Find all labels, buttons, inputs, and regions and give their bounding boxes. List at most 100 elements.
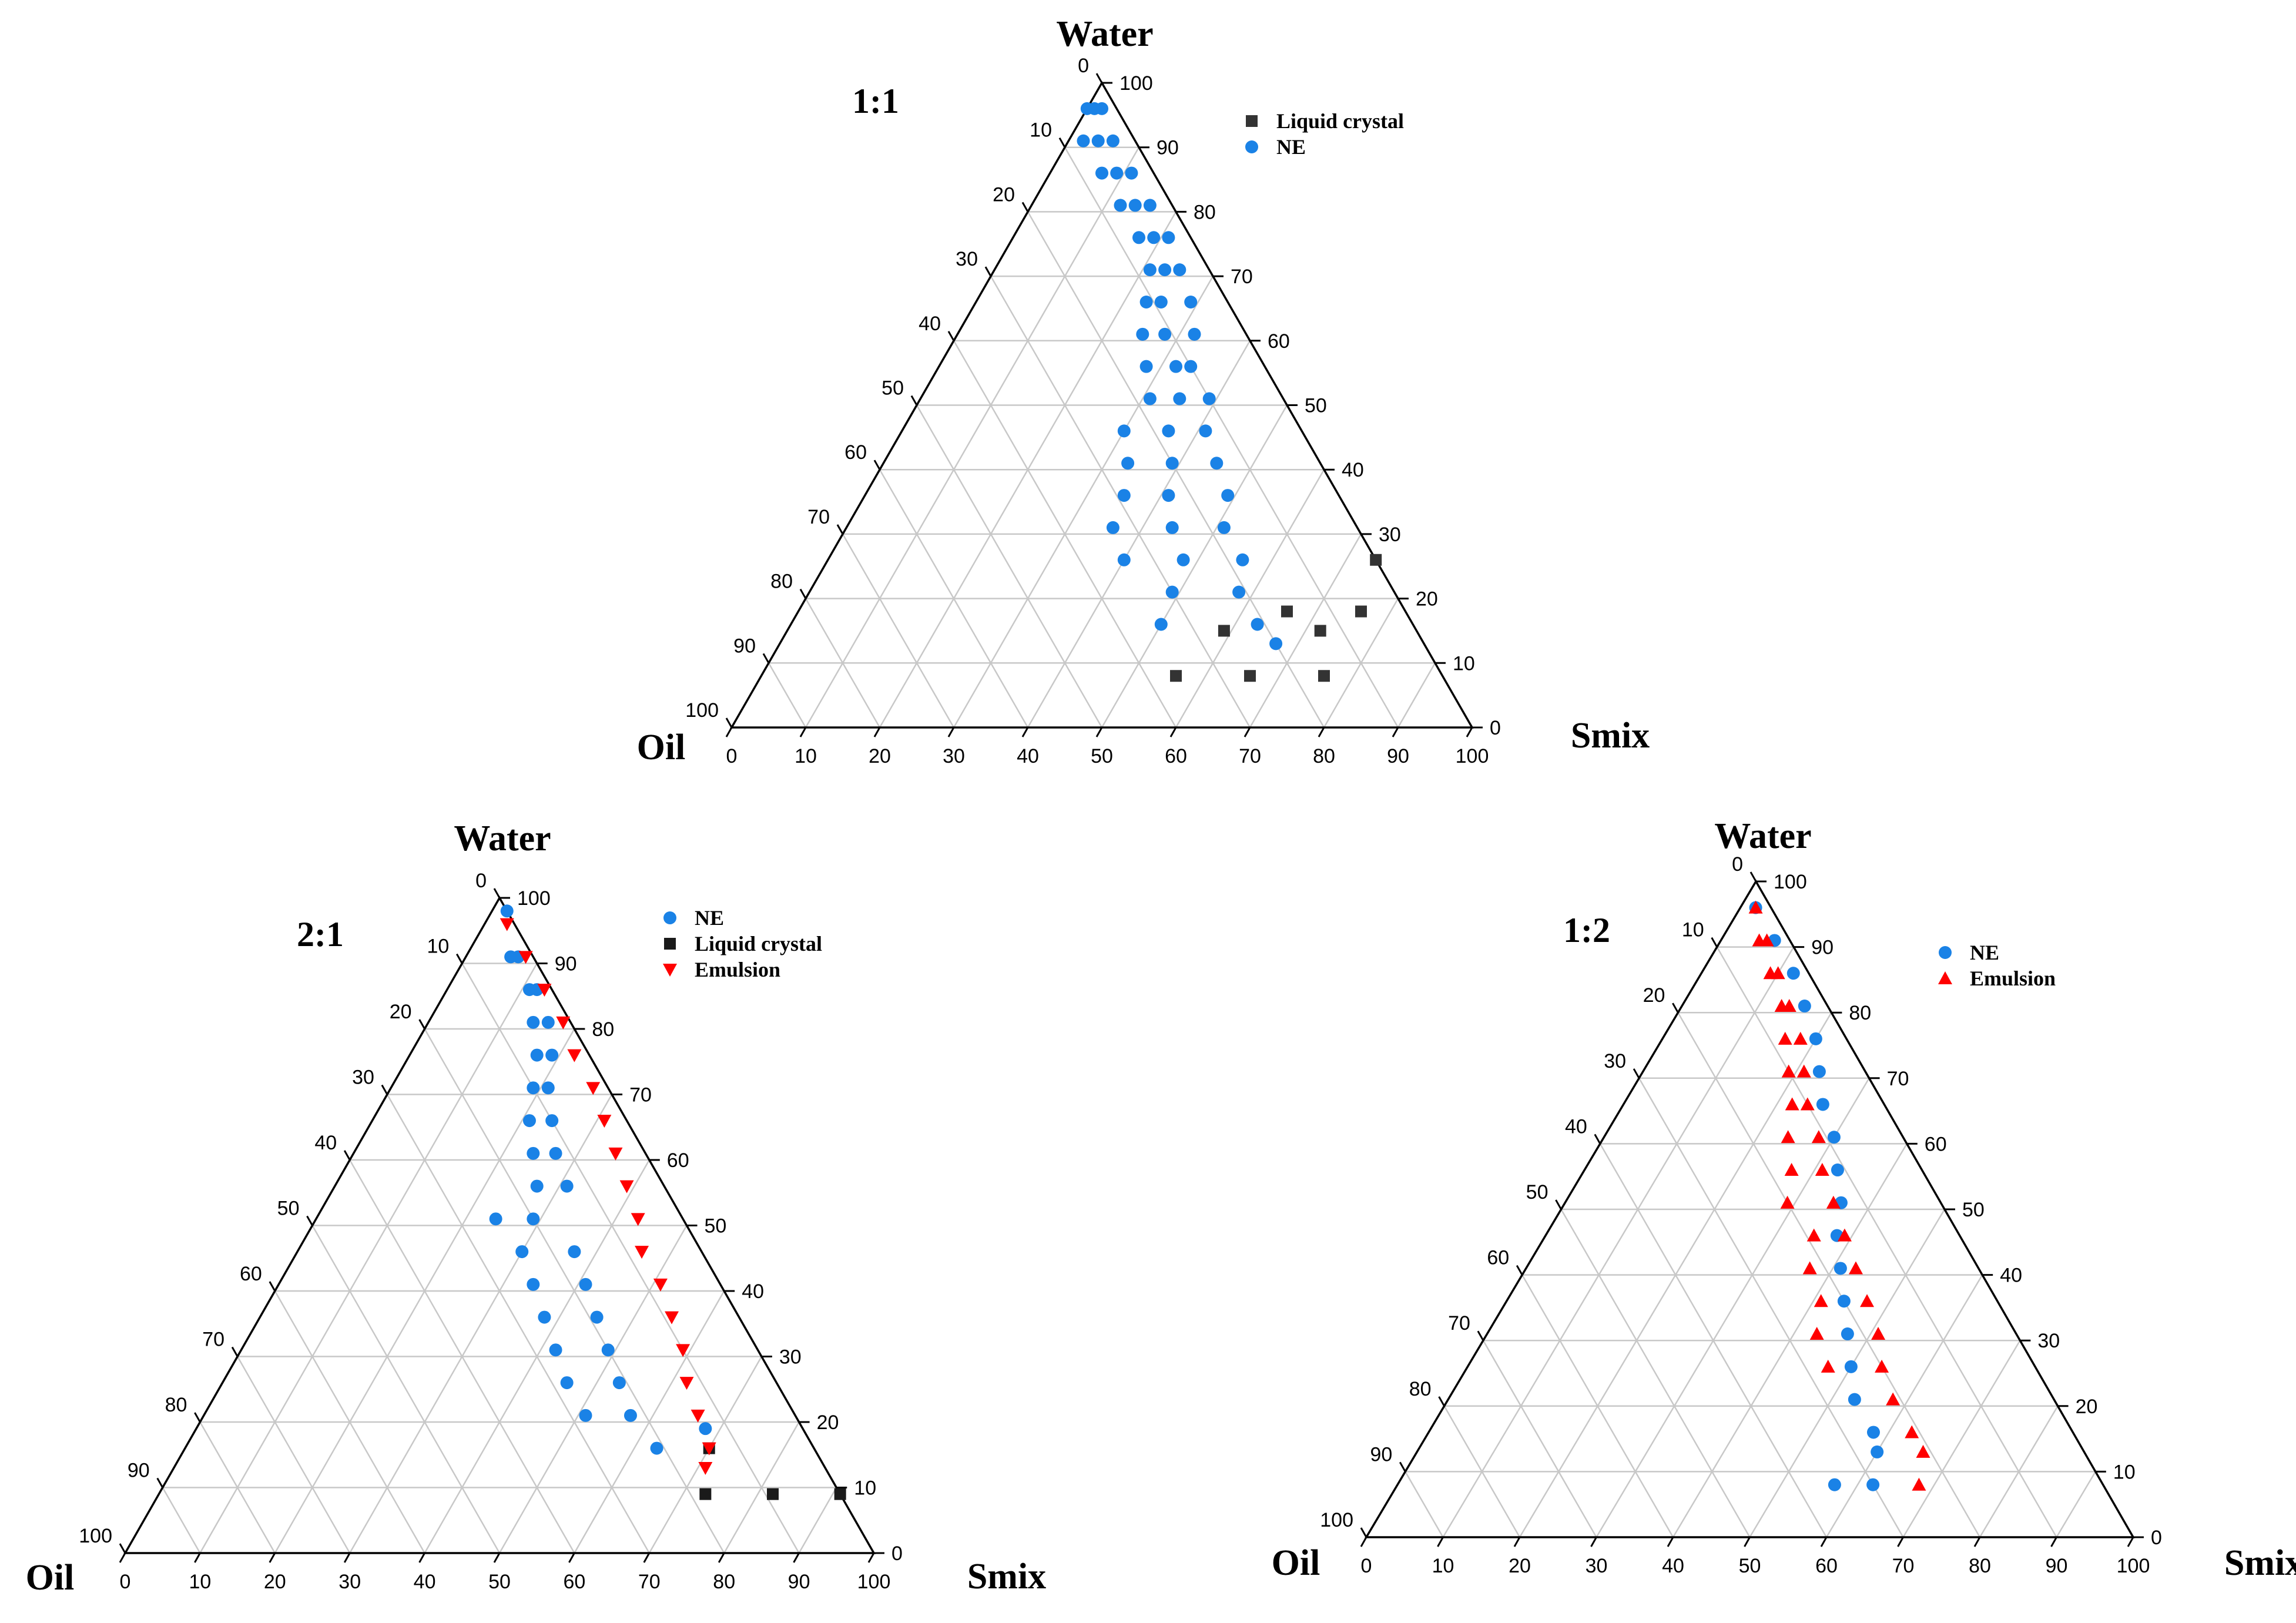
tick-mark xyxy=(1021,727,1029,737)
left-tick-label: 50 xyxy=(277,1198,300,1220)
left-tick-label: 0 xyxy=(1732,853,1743,876)
legend-marker xyxy=(1245,140,1258,153)
tick-mark xyxy=(799,727,807,737)
tick-mark xyxy=(1513,1537,1521,1547)
right-tick-label: 70 xyxy=(629,1084,652,1106)
bottom-tick-label: 70 xyxy=(638,1571,661,1593)
data-point xyxy=(1202,392,1216,405)
data-point xyxy=(676,1344,691,1357)
data-point xyxy=(1786,967,1800,980)
data-point xyxy=(1814,1294,1828,1307)
data-point xyxy=(579,1409,592,1422)
gridline xyxy=(1716,946,2057,1538)
data-point xyxy=(586,1082,601,1095)
ternary-chart-2-1: 0 0 0 10 10 10 20 20 20 30 30 30 40 40 40 50 50 50 60 60 60 7… xyxy=(26,819,1047,1598)
gridline xyxy=(2056,1471,2096,1538)
data-point xyxy=(1866,1426,1880,1439)
gridline xyxy=(237,1356,351,1554)
data-point xyxy=(1784,1163,1799,1176)
data-point xyxy=(1251,618,1264,631)
right-tick-label: 60 xyxy=(667,1149,689,1172)
bottom-tick-label: 0 xyxy=(726,745,738,767)
right-tick-label: 80 xyxy=(1849,1002,1871,1024)
bottom-tick-label: 0 xyxy=(1361,1555,1372,1577)
data-point xyxy=(530,1179,544,1193)
gridline xyxy=(1249,534,1362,728)
left-tick-label: 40 xyxy=(919,313,941,335)
data-point xyxy=(631,1213,645,1226)
gridline xyxy=(1979,1406,2059,1538)
gridline xyxy=(574,1290,725,1554)
data-point xyxy=(541,1081,555,1095)
gridline xyxy=(1064,147,1399,728)
data-point xyxy=(1117,424,1131,438)
data-point xyxy=(1815,1163,1829,1176)
tick-mark xyxy=(343,1552,351,1563)
bottom-tick-label: 50 xyxy=(488,1571,511,1593)
data-point xyxy=(1831,1163,1844,1177)
data-point xyxy=(1173,392,1186,405)
data-point xyxy=(1793,1031,1808,1045)
data-point xyxy=(1837,1228,1852,1242)
data-point xyxy=(1077,134,1090,147)
data-point xyxy=(1158,327,1172,341)
tick-mark xyxy=(1169,727,1177,737)
gridline xyxy=(1443,1406,1521,1538)
left-tick-label: 30 xyxy=(1604,1050,1626,1072)
data-point xyxy=(1370,554,1382,566)
left-tick-label: 80 xyxy=(165,1394,187,1416)
left-tick-label: 0 xyxy=(475,870,487,892)
legend: NE Emulsion xyxy=(1938,941,2056,990)
data-point xyxy=(567,1049,582,1062)
tick-mark xyxy=(836,524,844,535)
data-point xyxy=(1091,134,1105,147)
legend-marker xyxy=(663,964,677,977)
tick-mark xyxy=(1973,1537,1981,1547)
data-point xyxy=(489,1212,502,1226)
tick-mark xyxy=(343,1150,351,1161)
tick-mark xyxy=(873,460,881,470)
data-point xyxy=(504,950,518,964)
data-point xyxy=(1154,618,1168,631)
tick-mark xyxy=(643,1552,651,1563)
data-point xyxy=(1809,1327,1824,1340)
left-tick-label: 100 xyxy=(1320,1509,1353,1531)
data-point xyxy=(590,1310,604,1324)
data-point xyxy=(1143,392,1157,405)
tick-mark xyxy=(269,1552,276,1563)
bottom-tick-label: 0 xyxy=(120,1571,131,1593)
gridline xyxy=(1825,1274,1983,1538)
tick-mark xyxy=(269,1281,276,1292)
data-point xyxy=(1236,553,1249,566)
data-point xyxy=(1780,1195,1795,1209)
right-tick-label: 20 xyxy=(1416,588,1438,611)
data-point xyxy=(653,1278,668,1292)
bottom-tick-label: 40 xyxy=(1017,745,1039,767)
ternary-chart-1-1: 0 0 0 10 10 10 20 20 20 30 30 30 40 40 40 50 50 50 60 60 60 7… xyxy=(637,14,1650,767)
left-tick-label: 90 xyxy=(733,635,756,657)
bottom-tick-label: 90 xyxy=(788,1571,810,1593)
tick-mark xyxy=(1516,1265,1523,1276)
left-tick-label: 30 xyxy=(352,1067,374,1089)
right-tick-label: 30 xyxy=(1379,524,1401,546)
right-tick-label: 50 xyxy=(705,1215,727,1238)
data-point xyxy=(1132,231,1145,244)
bottom-tick-label: 40 xyxy=(414,1571,436,1593)
right-tick-label: 0 xyxy=(2151,1527,2162,1549)
data-point xyxy=(1095,166,1108,180)
data-point xyxy=(1816,1098,1829,1111)
left-tick-label: 20 xyxy=(1643,984,1665,1007)
tick-mark xyxy=(1897,1537,1904,1547)
tick-mark xyxy=(718,1552,725,1563)
tick-mark xyxy=(1095,73,1103,83)
left-tick-label: 10 xyxy=(1682,919,1704,941)
data-point xyxy=(1281,605,1293,618)
data-point xyxy=(1106,521,1119,534)
data-point xyxy=(698,1462,713,1476)
tick-mark xyxy=(1437,1537,1444,1547)
right-tick-label: 90 xyxy=(1811,937,1834,959)
gridline xyxy=(274,1290,425,1554)
left-tick-label: 90 xyxy=(128,1460,150,1482)
right-tick-label: 100 xyxy=(1119,72,1153,95)
left-tick-label: 20 xyxy=(993,183,1015,206)
